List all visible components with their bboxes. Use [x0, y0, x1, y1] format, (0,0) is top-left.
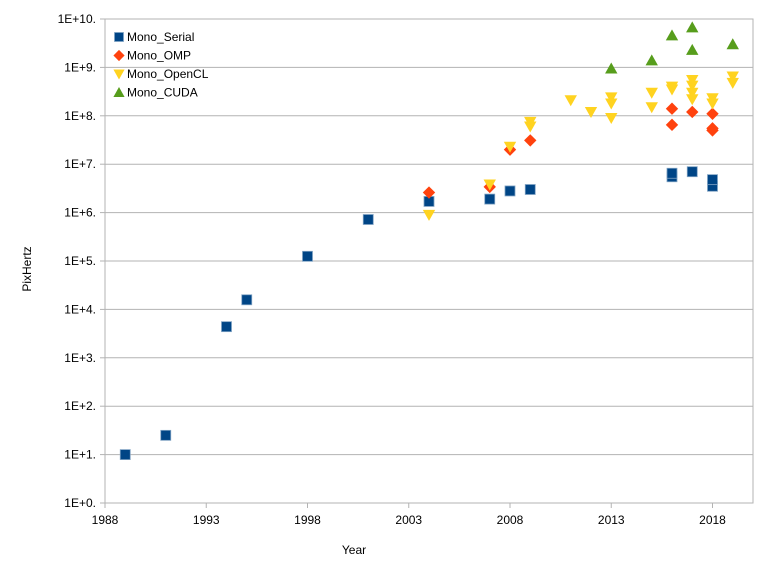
data-point: [706, 107, 719, 120]
legend-entry: Mono_OMP: [113, 49, 191, 63]
legend-label: Mono_CUDA: [127, 86, 198, 100]
data-point: [605, 62, 618, 74]
x-tick-label: 1988: [92, 513, 119, 527]
y-axis-title: PixHertz: [20, 246, 34, 291]
data-point: [564, 95, 577, 107]
data-point: [686, 166, 698, 178]
x-axis-title: Year: [342, 543, 366, 557]
legend-marker: [114, 32, 124, 42]
data-point: [665, 102, 679, 115]
legend: Mono_Serial Mono_OMP Mono_OpenCL Mono_CUDA: [113, 30, 209, 100]
grid: [105, 18, 753, 504]
data-point: [645, 102, 658, 114]
data-point: [665, 29, 679, 41]
data-point: [726, 38, 739, 50]
y-tick-label: 1E+9.: [64, 60, 96, 74]
legend-entry: Mono_CUDA: [113, 86, 198, 100]
legend-marker: [113, 49, 125, 62]
data-point: [483, 179, 496, 191]
data-point: [584, 106, 598, 118]
data-point: [665, 118, 679, 132]
data-point: [726, 71, 739, 83]
legend-entry: Mono_OpenCL: [113, 67, 209, 81]
data-point: [706, 98, 719, 110]
y-tick-label: 1E+7.: [64, 157, 96, 171]
data-point: [484, 193, 496, 205]
series-mono-cuda: [605, 21, 739, 74]
y-tick-label: 1E+8.: [64, 109, 96, 123]
data-point: [707, 174, 718, 186]
y-tick-label: 1E+5.: [64, 254, 96, 268]
data-point: [422, 209, 436, 221]
x-tick-label: 2008: [497, 513, 524, 527]
data-point: [666, 167, 678, 179]
y-tick-label: 1E+3.: [64, 351, 96, 365]
data-point: [241, 294, 253, 306]
x-tick-label: 1993: [193, 513, 220, 527]
legend-label: Mono_Serial: [127, 30, 194, 44]
data-point: [686, 80, 699, 92]
data-point: [221, 321, 232, 333]
data-point: [726, 77, 739, 89]
data-point: [686, 21, 699, 33]
series-mono-omp: [422, 102, 719, 199]
data-point: [422, 186, 436, 199]
series-mono-opencl: [422, 71, 739, 221]
data-point: [665, 81, 679, 93]
legend-marker: [113, 87, 125, 97]
x-axis: 1988 1993 1998 2003 2008 2013 2018: [92, 503, 726, 527]
data-point: [524, 116, 537, 128]
data-point: [524, 134, 537, 147]
data-point: [645, 54, 658, 66]
y-tick-label: 1E+0.: [64, 496, 96, 510]
x-tick-label: 2003: [395, 513, 422, 527]
data-point: [686, 94, 699, 106]
data-point: [503, 141, 517, 153]
data-point: [605, 113, 618, 125]
data-point: [686, 74, 699, 86]
y-tick-label: 1E+4.: [64, 302, 96, 316]
data-point: [302, 250, 313, 262]
legend-label: Mono_OMP: [127, 49, 191, 63]
data-points: [119, 21, 739, 461]
data-point: [605, 92, 618, 104]
data-point: [362, 214, 374, 225]
x-tick-label: 2018: [699, 513, 726, 527]
x-tick-label: 2013: [598, 513, 625, 527]
data-point: [686, 105, 699, 119]
data-point: [605, 98, 618, 110]
data-point: [645, 87, 658, 99]
data-point: [686, 87, 699, 99]
data-point: [160, 429, 172, 441]
legend-label: Mono_OpenCL: [127, 67, 209, 81]
data-point: [119, 449, 131, 461]
data-point: [524, 184, 536, 195]
y-tick-label: 1E+6.: [64, 206, 96, 220]
y-tick-label: 1E+10.: [58, 12, 96, 26]
data-point: [504, 185, 516, 197]
y-tick-label: 1E+1.: [64, 448, 96, 462]
y-axis: 1E+0. 1E+1. 1E+2. 1E+3. 1E+4. 1E+5. 1E+6. 1E+7.…: [58, 12, 105, 510]
data-point: [686, 43, 699, 55]
series-mono-serial: [119, 166, 718, 461]
legend-entry: Mono_Serial: [114, 30, 194, 44]
data-point: [706, 122, 719, 135]
y-tick-label: 1E+2.: [64, 399, 96, 413]
legend-marker: [113, 69, 125, 80]
x-tick-label: 1998: [294, 513, 321, 527]
